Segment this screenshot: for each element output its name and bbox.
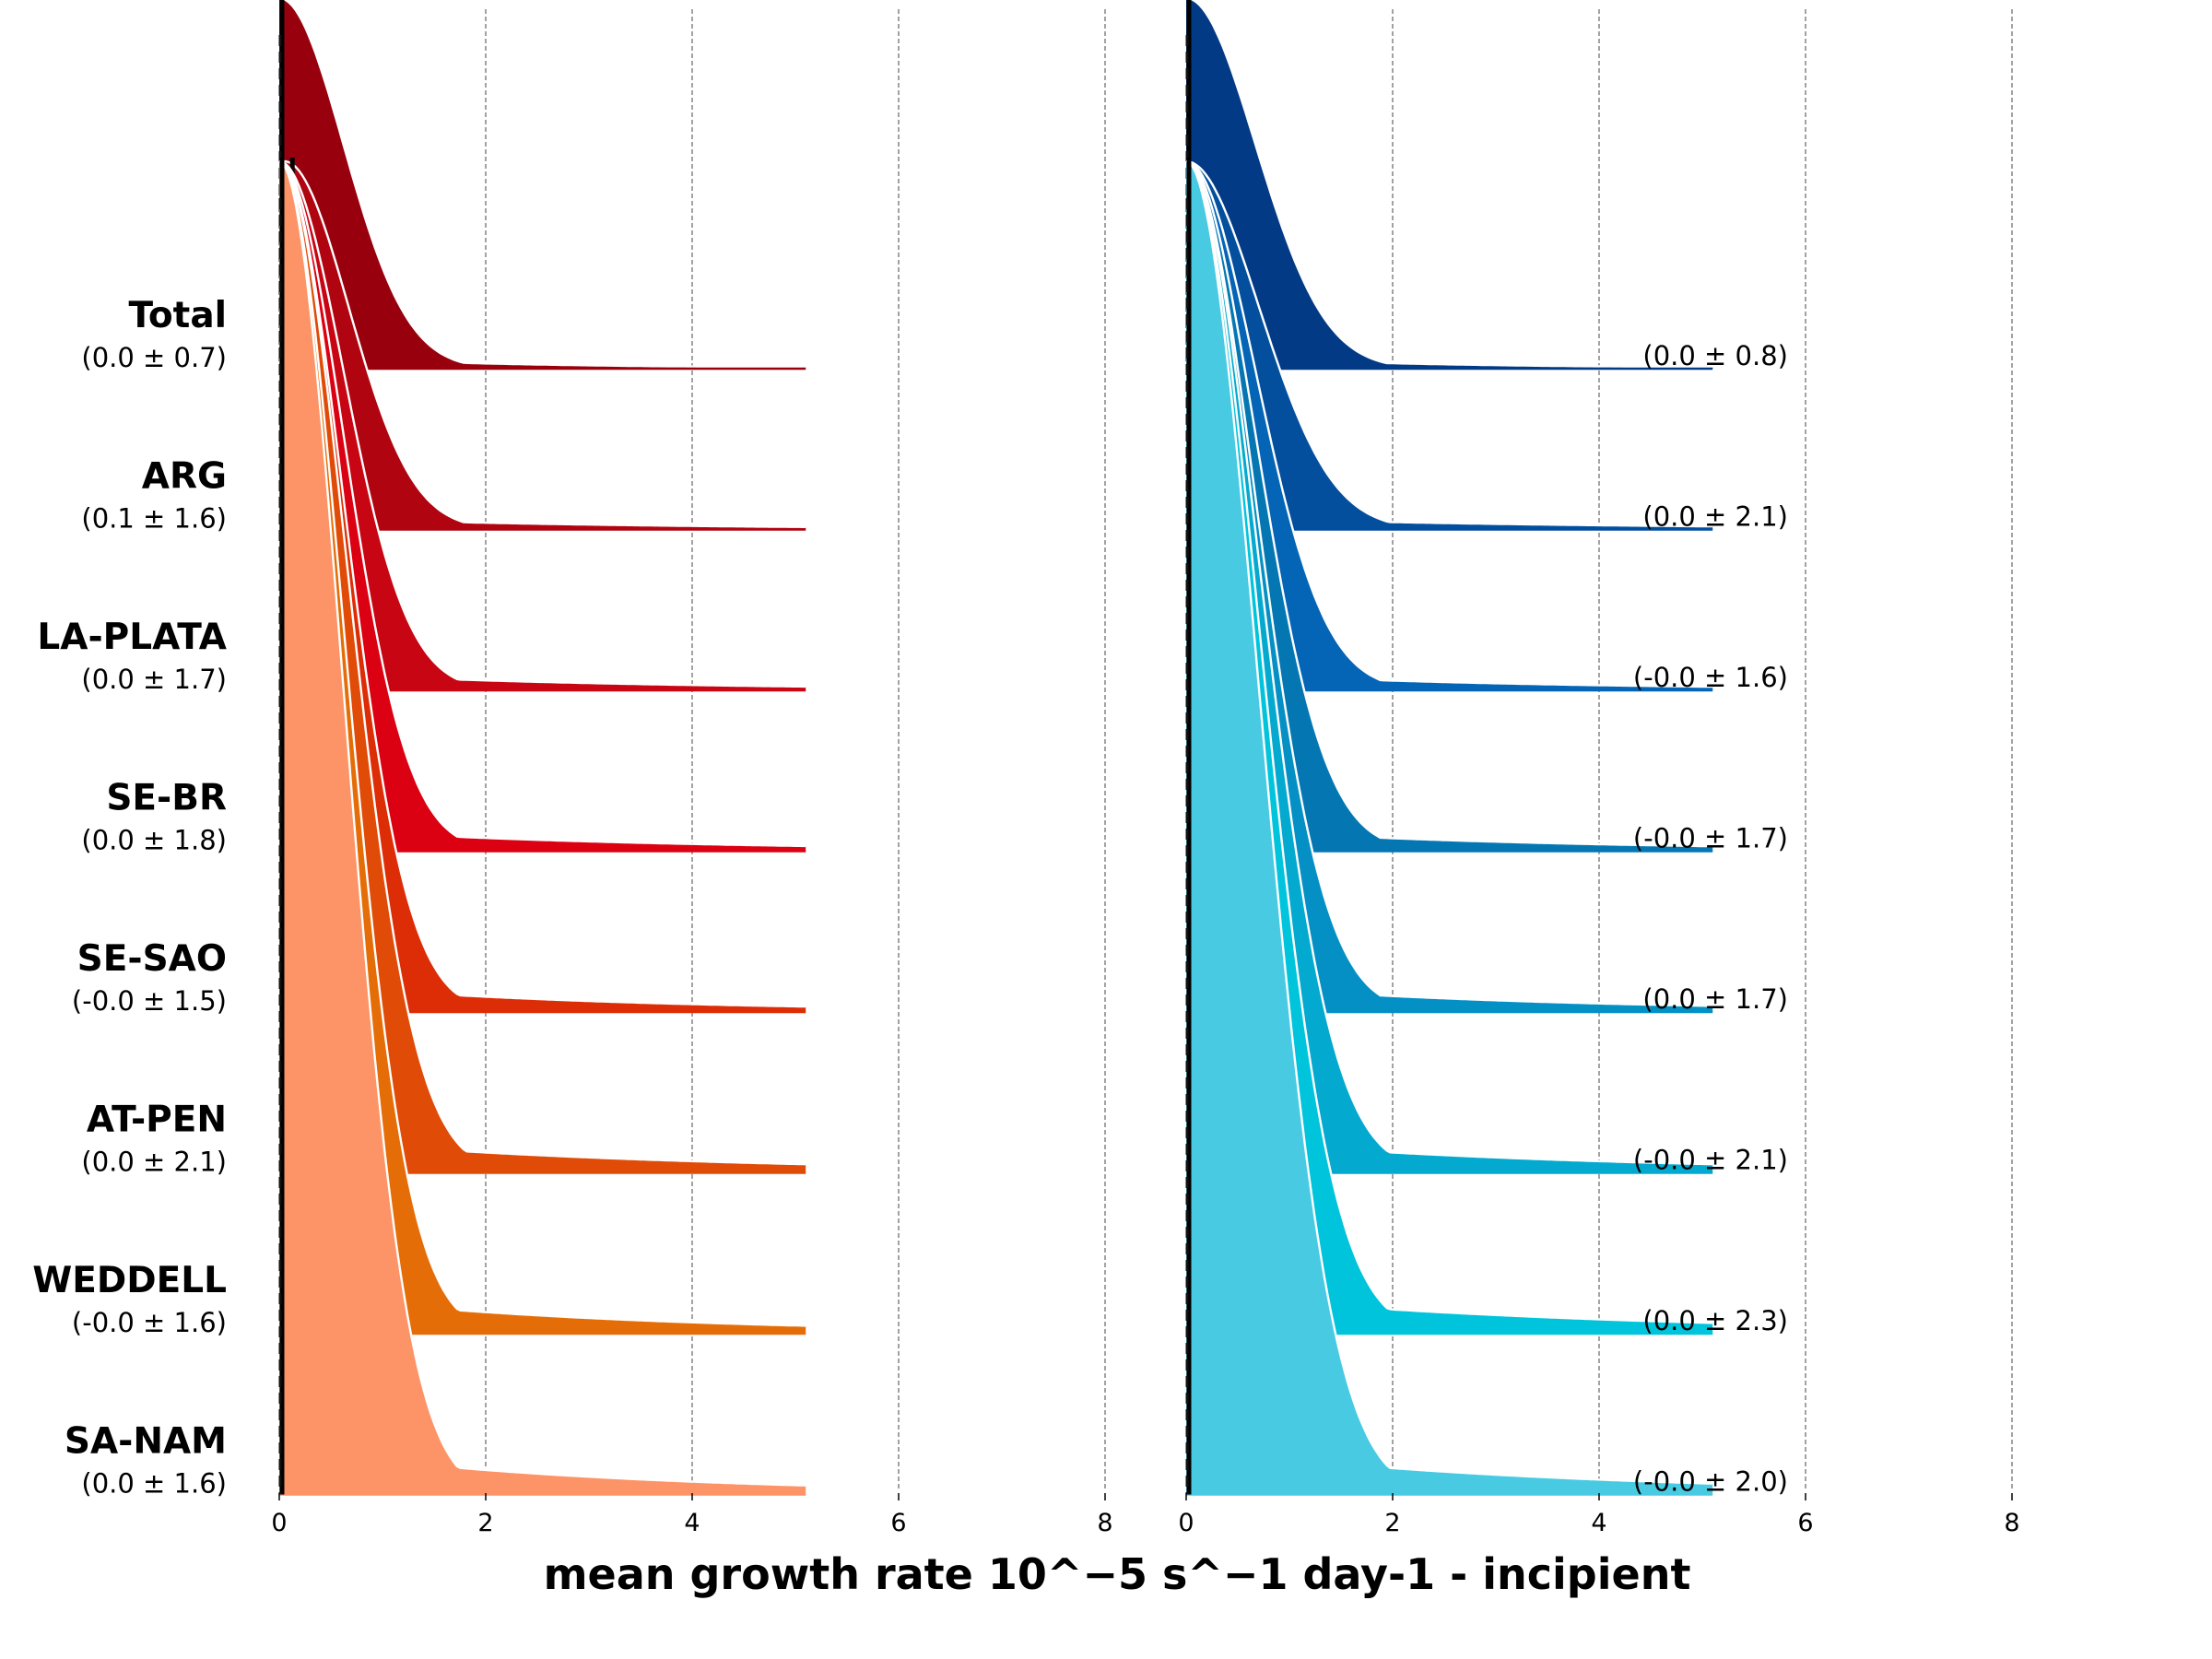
x-tick-label: 4 — [1591, 1509, 1606, 1537]
region-stats-left: (0.1 ± 1.6) — [81, 503, 227, 535]
density-ridge-sa-nam — [279, 161, 806, 1495]
ridge-outline — [1185, 159, 1713, 1007]
x-tick-label: 4 — [684, 1509, 700, 1537]
region-stats-left: (0.0 ± 1.7) — [81, 664, 227, 695]
x-axis-label: mean growth rate 10^−5 s^−1 day-1 - inci… — [544, 1549, 1691, 1599]
labels: 0 2 4 6 8 0 2 4 6 8 Total (0.0 ± 0.7) ARG (0.1 ± 1.6)… — [32, 295, 2019, 1537]
ridge-outline — [278, 159, 806, 528]
ridge-outline — [278, 159, 806, 688]
x-tick-label: 6 — [1797, 1509, 1813, 1537]
x-tick-label: 2 — [1384, 1509, 1400, 1537]
region-label: WEDDELL — [32, 1260, 227, 1301]
ridge-outline — [1190, 0, 1713, 369]
region-stats-left: (0.0 ± 1.6) — [81, 1468, 227, 1500]
region-label: LA-PLATA — [37, 617, 227, 658]
region-stats-right: (-0.0 ± 1.6) — [1633, 662, 1788, 693]
ridge-outline — [1185, 159, 1713, 1485]
x-tick-label: 8 — [2004, 1509, 2019, 1537]
region-stats-left: (-0.0 ± 1.6) — [72, 1307, 227, 1338]
region-stats-right: (-0.0 ± 2.0) — [1633, 1466, 1788, 1498]
x-tick-label: 0 — [271, 1509, 287, 1537]
ridge-outline — [1185, 159, 1713, 848]
ridge-outline — [278, 159, 806, 848]
density-ridge-total — [279, 0, 806, 369]
ridges — [278, 0, 1713, 1496]
region-stats-left: (0.0 ± 0.7) — [81, 342, 227, 373]
ridge-outline — [278, 159, 806, 1166]
ridge-outline — [1185, 159, 1713, 688]
region-stats-right: (-0.0 ± 2.1) — [1633, 1145, 1788, 1176]
density-ridge-total — [1186, 0, 1713, 369]
region-label: Total — [128, 295, 227, 336]
density-ridge-sa-nam — [1186, 161, 1713, 1495]
ridge-outline — [278, 159, 806, 1008]
region-label: SE-BR — [106, 778, 227, 819]
region-stats-left: (-0.0 ± 1.5) — [72, 985, 227, 1017]
ridge-outline — [282, 0, 806, 369]
ridge-outline — [1185, 159, 1713, 528]
region-stats-right: (0.0 ± 2.3) — [1642, 1305, 1788, 1336]
region-stats-right: (-0.0 ± 1.7) — [1633, 823, 1788, 854]
ridge-outline — [278, 159, 806, 1487]
region-stats-right: (0.0 ± 2.1) — [1642, 501, 1788, 533]
region-label: SA-NAM — [65, 1421, 227, 1463]
x-tick-label: 6 — [890, 1509, 906, 1537]
x-tick-label: 2 — [477, 1509, 493, 1537]
region-label: ARG — [142, 456, 227, 498]
x-tick-label: 0 — [1178, 1509, 1194, 1537]
region-stats-left: (0.0 ± 1.8) — [81, 825, 227, 856]
region-label: AT-PEN — [87, 1100, 227, 1141]
region-label: SE-SAO — [77, 938, 227, 980]
ridge-outline — [1185, 159, 1713, 1324]
gridlines — [485, 9, 2013, 1491]
ridge-outline — [278, 159, 806, 1327]
region-stats-right: (0.0 ± 1.7) — [1642, 983, 1788, 1015]
ridge-outline — [1185, 159, 1713, 1166]
region-stats-right: (0.0 ± 0.8) — [1642, 340, 1788, 371]
region-stats-left: (0.0 ± 2.1) — [81, 1147, 227, 1178]
x-tick-label: 8 — [1097, 1509, 1112, 1537]
